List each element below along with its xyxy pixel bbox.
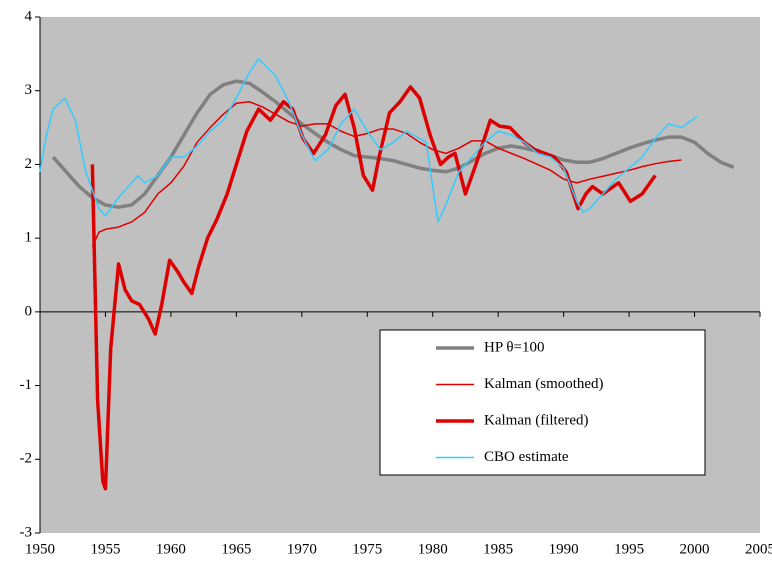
- y-tick-label: -2: [20, 451, 33, 467]
- y-tick-label: -1: [20, 377, 33, 393]
- line-series: [90, 85, 657, 491]
- x-tick-label: 1965: [221, 541, 251, 557]
- y-tick-label: 3: [25, 82, 33, 98]
- x-tick-label: 1990: [549, 541, 579, 557]
- y-tick-label: -3: [20, 524, 33, 540]
- x-tick-label: 1970: [287, 541, 317, 557]
- x-tick-label: 1950: [25, 541, 55, 557]
- line-series: [91, 101, 682, 248]
- line-series: [39, 58, 698, 223]
- x-tick-label: 1985: [483, 541, 513, 557]
- legend-label: HP θ=100: [484, 339, 545, 355]
- legend-label: Kalman (smoothed): [484, 376, 604, 392]
- x-tick-label: 1975: [352, 541, 382, 557]
- x-tick-label: 1960: [156, 541, 186, 557]
- x-tick-label: 2005: [745, 541, 772, 557]
- y-tick-label: 1: [25, 230, 33, 246]
- legend-box: [379, 329, 706, 476]
- y-tick-label: 2: [25, 156, 33, 172]
- x-tick-label: 1995: [614, 541, 644, 557]
- x-tick-label: 1955: [90, 541, 120, 557]
- y-tick-label: 0: [25, 303, 33, 319]
- x-tick-label: 2000: [680, 541, 710, 557]
- x-tick-label: 1980: [418, 541, 448, 557]
- legend-label: Kalman (filtered): [484, 412, 589, 428]
- y-tick-label: 4: [25, 8, 33, 24]
- legend-label: CBO estimate: [484, 449, 569, 465]
